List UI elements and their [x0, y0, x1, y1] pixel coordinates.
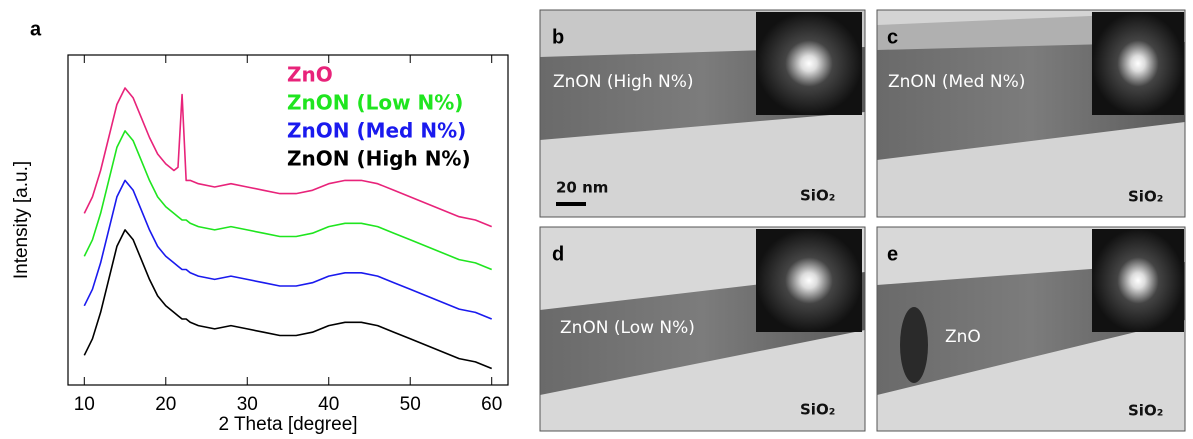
- film-label: ZnO: [945, 327, 981, 347]
- y-axis-label: Intensity [a.u.]: [11, 161, 32, 279]
- x-tick-label: 10: [74, 394, 95, 415]
- substrate-label: SiO₂: [800, 187, 835, 205]
- legend-entry: ZnON (Med N%): [287, 119, 466, 143]
- tem-panel: b ZnON (High N%) SiO₂ 20 nm: [540, 10, 865, 217]
- line-series: [84, 180, 491, 319]
- legend-entry: ZnO: [287, 63, 333, 87]
- panel-label: e: [887, 243, 898, 265]
- x-tick-label: 40: [318, 394, 339, 415]
- x-axis-label: 2 Theta [degree]: [218, 414, 357, 435]
- panel-label: d: [552, 243, 564, 265]
- tem-panel: e ZnO SiO₂: [877, 227, 1185, 431]
- substrate-label: SiO₂: [800, 401, 835, 419]
- tem-panel: c ZnON (Med N%) SiO₂: [877, 10, 1185, 217]
- panel-label: a: [30, 18, 42, 40]
- panel-label: c: [887, 26, 898, 48]
- legend-entry: ZnON (Low N%): [287, 91, 463, 115]
- legend-entry: ZnON (High N%): [287, 147, 471, 171]
- line-series: [84, 230, 491, 369]
- chart: 10 20 30 40 50 60 ZnO ZnON (Low N%) ZnON (Med N%…: [74, 55, 503, 415]
- substrate-label: SiO₂: [1128, 188, 1163, 206]
- panel-label: b: [552, 26, 564, 48]
- x-tick-label: 50: [400, 394, 421, 415]
- film-label: ZnON (Low N%): [560, 318, 695, 338]
- scale-bar-label: 20 nm: [556, 179, 608, 197]
- x-tick-label: 20: [155, 394, 176, 415]
- x-tick-label: 30: [237, 394, 258, 415]
- figure: a 2 Theta [degree] Intensity [a.u.] 10 20…: [0, 0, 1193, 439]
- substrate-label: SiO₂: [1128, 402, 1163, 420]
- x-tick-label: 60: [481, 394, 502, 415]
- film-label: ZnON (High N%): [553, 72, 694, 92]
- tem-panel: d ZnON (Low N%) SiO₂: [540, 227, 865, 431]
- film-label: ZnON (Med N%): [888, 72, 1025, 92]
